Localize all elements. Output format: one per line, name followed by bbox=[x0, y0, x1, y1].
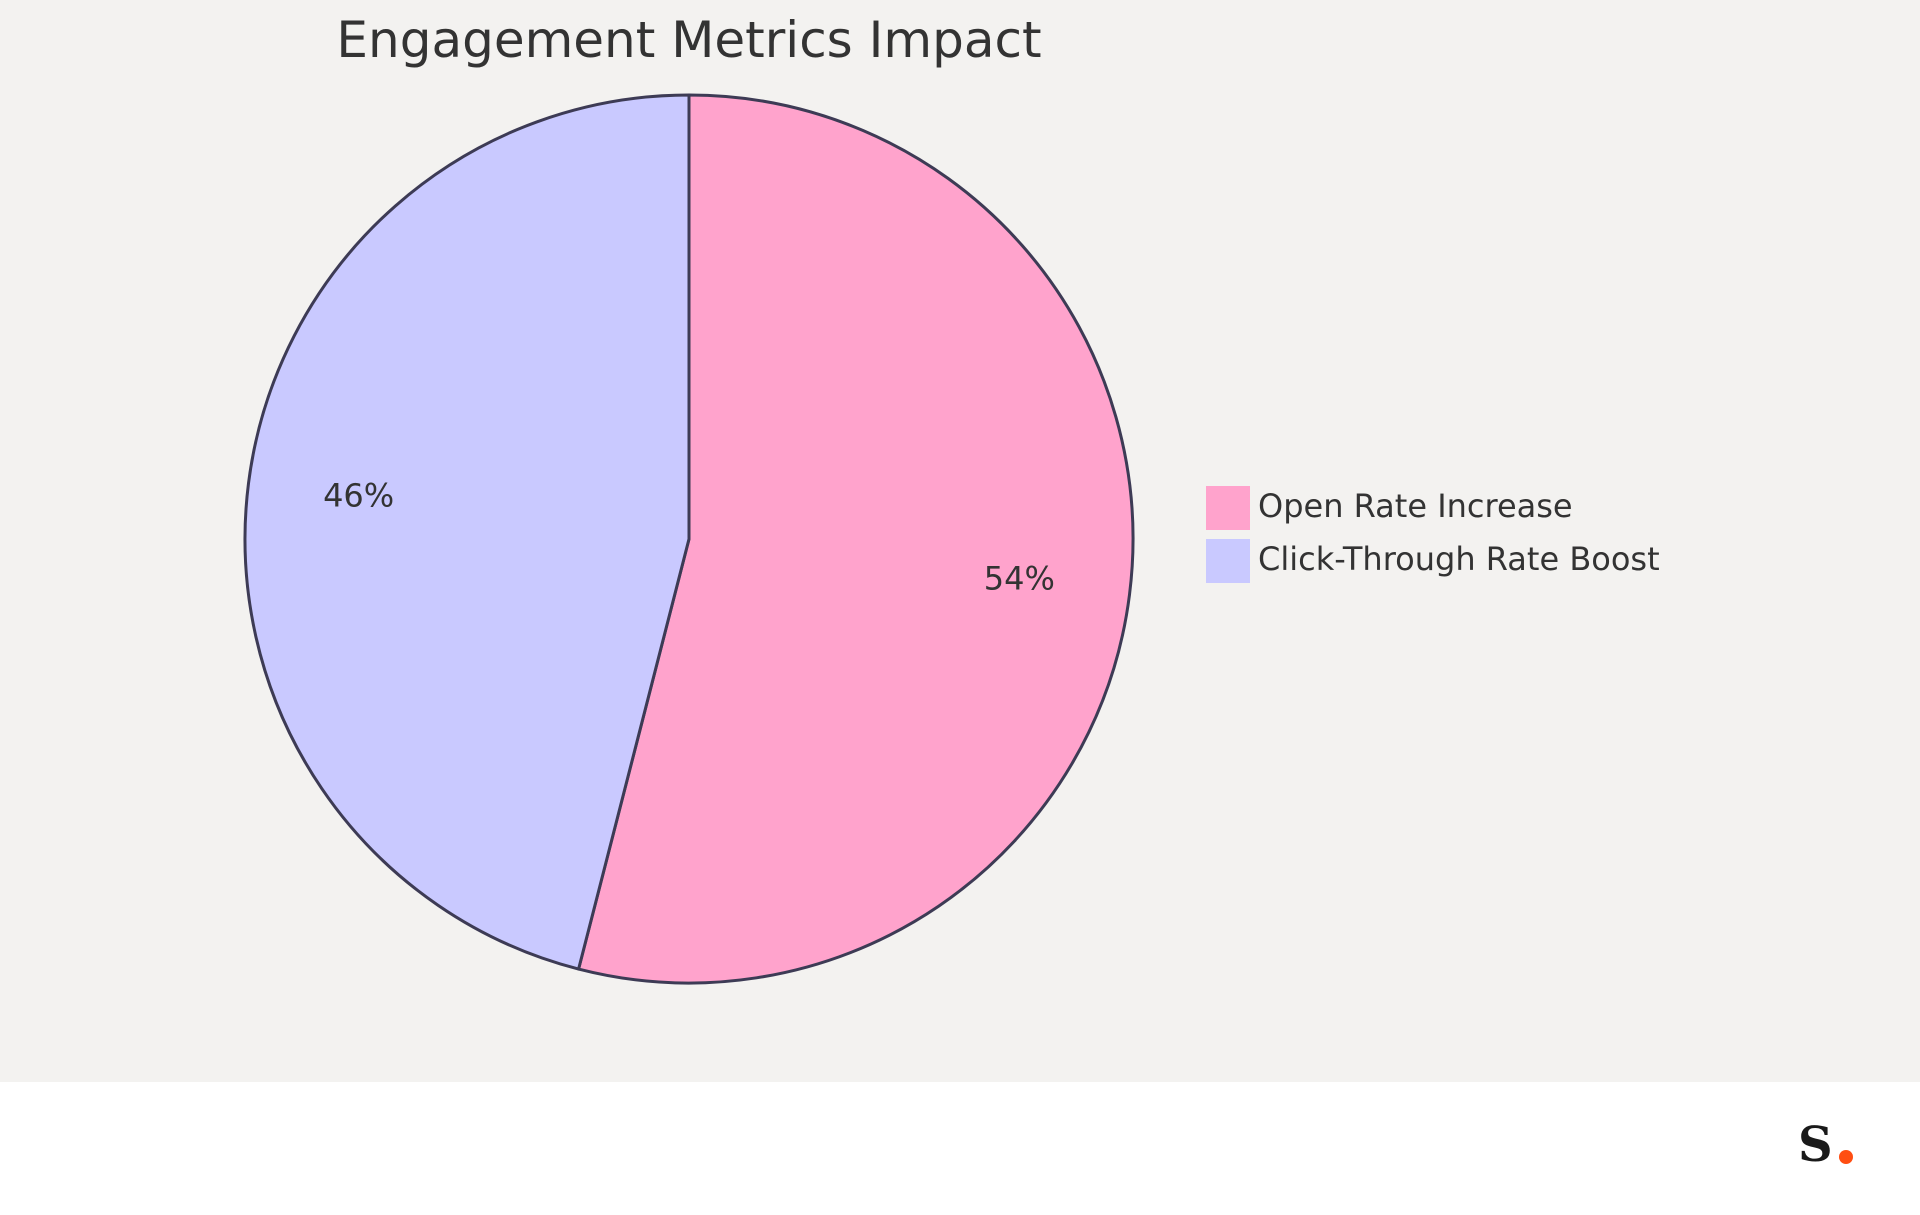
legend-label-2: Click-Through Rate Boost bbox=[1258, 540, 1660, 578]
pie-slice-2 bbox=[243, 93, 691, 971]
chart-area: Engagement Metrics Impact 54% 46% Open Ra… bbox=[0, 0, 1920, 1082]
legend: Open Rate Increase Click-Through Rate Boo… bbox=[1206, 486, 1660, 583]
brand-logo: S bbox=[1798, 1117, 1853, 1173]
legend-swatch-1 bbox=[1206, 486, 1250, 530]
pie-slices bbox=[243, 93, 1135, 985]
footer: S bbox=[0, 1082, 1920, 1215]
pie-chart: Engagement Metrics Impact 54% 46% Open Ra… bbox=[243, 11, 1660, 985]
slice-label-1: 54% bbox=[984, 560, 1055, 598]
brand-logo-letter: S bbox=[1798, 1117, 1833, 1173]
legend-swatch-2 bbox=[1206, 539, 1250, 583]
slice-label-2: 46% bbox=[323, 476, 394, 514]
pie-slice-1 bbox=[577, 93, 1135, 985]
chart-title: Engagement Metrics Impact bbox=[336, 11, 1041, 69]
slice-labels: 54% 46% bbox=[323, 476, 1055, 597]
legend-label-1: Open Rate Increase bbox=[1258, 487, 1573, 525]
brand-logo-dot bbox=[1839, 1150, 1853, 1164]
